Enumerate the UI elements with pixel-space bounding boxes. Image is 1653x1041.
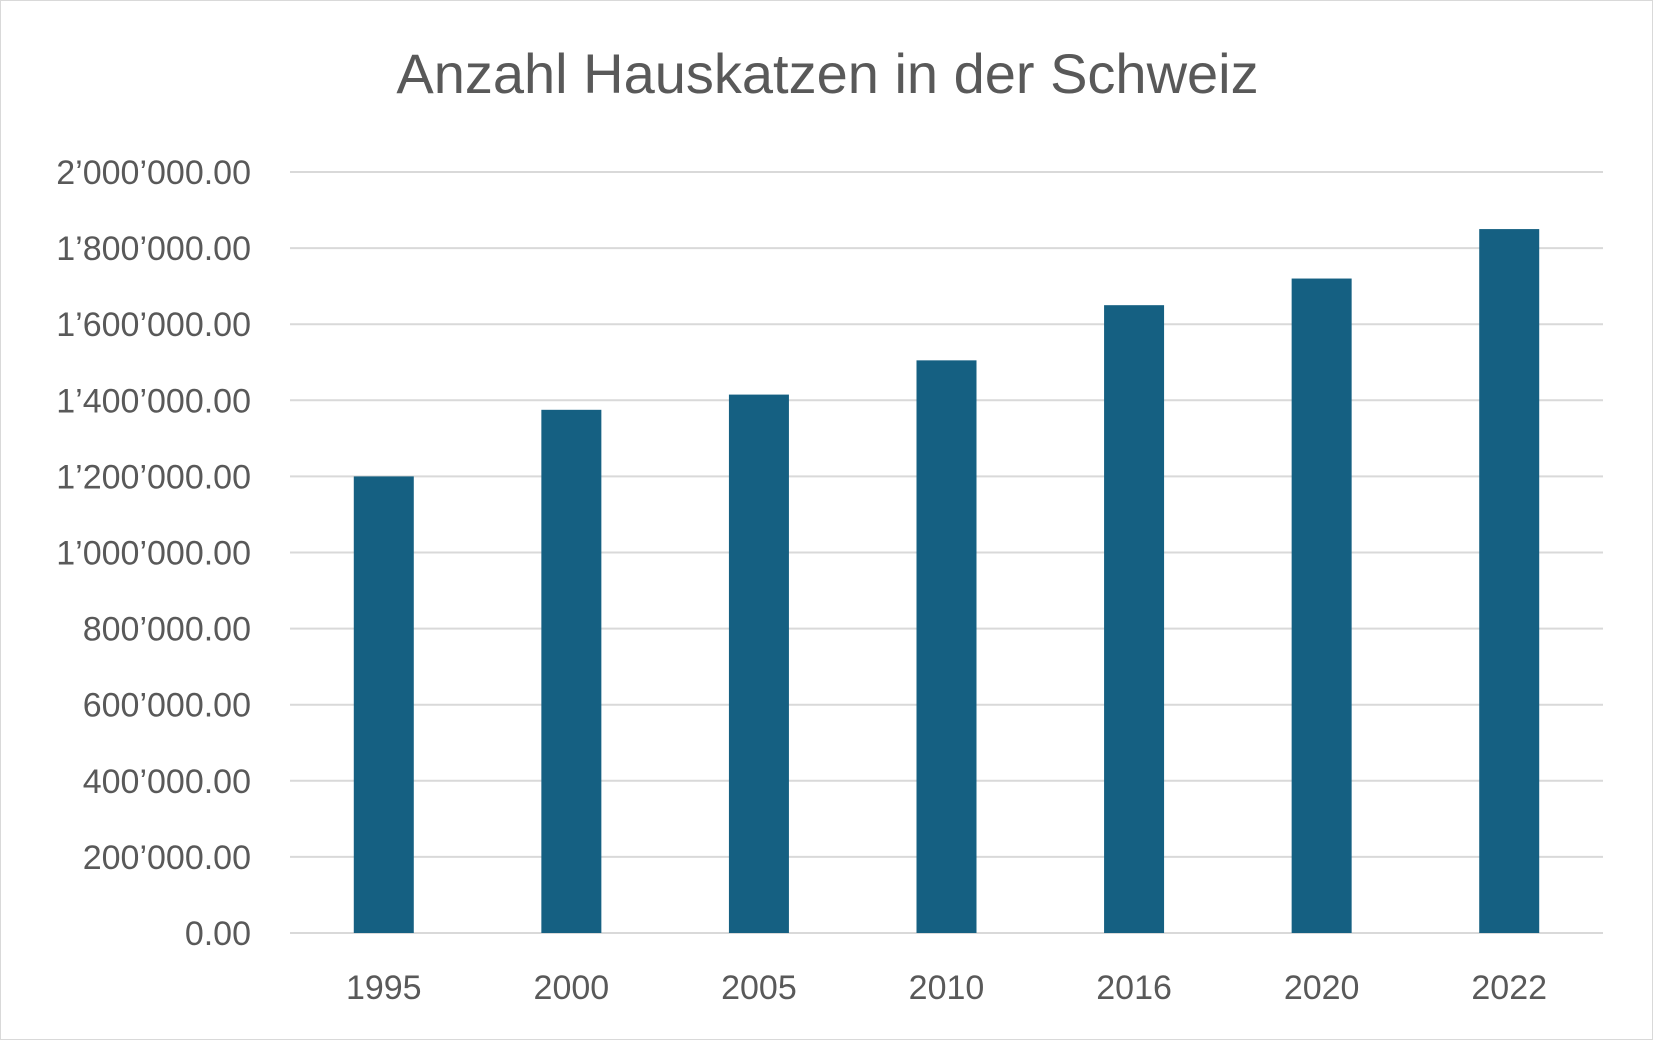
bar-2016 bbox=[1104, 305, 1165, 933]
x-tick-label: 2020 bbox=[1284, 969, 1360, 1007]
bar-2020 bbox=[1291, 278, 1352, 933]
bar-2010 bbox=[916, 360, 977, 933]
y-tick-label: 400’000.00 bbox=[83, 763, 251, 801]
y-tick-label: 0.00 bbox=[185, 915, 251, 953]
x-tick-label: 2016 bbox=[1096, 969, 1172, 1007]
x-tick-label: 2010 bbox=[909, 969, 985, 1007]
y-tick-label: 1’800’000.00 bbox=[56, 230, 251, 268]
bars bbox=[353, 229, 1540, 933]
y-tick-label: 800’000.00 bbox=[83, 611, 251, 649]
y-tick-label: 200’000.00 bbox=[83, 839, 251, 877]
y-tick-label: 600’000.00 bbox=[83, 687, 251, 725]
bar-1995 bbox=[353, 476, 414, 933]
bar-2000 bbox=[541, 409, 602, 933]
y-tick-label: 1’000’000.00 bbox=[56, 535, 251, 573]
x-tick-label: 2005 bbox=[721, 969, 797, 1007]
y-tick-label: 1’400’000.00 bbox=[56, 382, 251, 420]
y-tick-label: 2’000’000.00 bbox=[56, 154, 251, 192]
y-axis-ticks: 0.00 200’000.00 400’000.00 600’000.00 800’00… bbox=[56, 154, 251, 953]
bar-2005 bbox=[728, 394, 789, 933]
x-tick-label: 2022 bbox=[1471, 969, 1547, 1007]
x-axis-ticks: 1995 2000 2005 2010 2016 2020 2022 bbox=[346, 969, 1547, 1007]
x-tick-label: 2000 bbox=[534, 969, 610, 1007]
bar-2022 bbox=[1479, 229, 1540, 933]
y-tick-label: 1’200’000.00 bbox=[56, 458, 251, 496]
x-tick-label: 1995 bbox=[346, 969, 422, 1007]
chart-title: Anzahl Hauskatzen in der Schweiz bbox=[396, 42, 1259, 105]
y-tick-label: 1’600’000.00 bbox=[56, 306, 251, 344]
